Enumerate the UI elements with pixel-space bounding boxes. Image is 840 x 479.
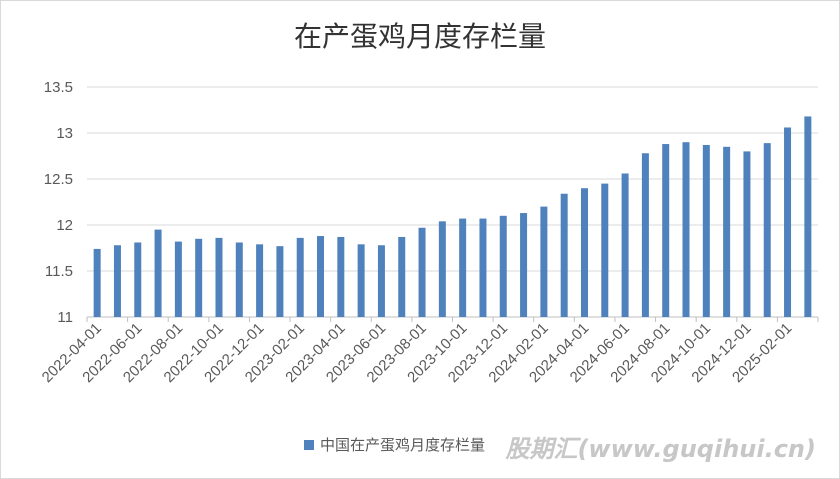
bar [499,215,507,317]
bar [317,236,325,317]
bar [641,153,649,317]
bar [337,236,345,317]
bar [682,142,690,317]
bar [377,245,385,317]
bar [743,151,751,317]
bar [662,144,670,317]
bar [580,188,588,317]
chart-title: 在产蛋鸡月度存栏量 [294,20,546,53]
bar [418,227,426,317]
bar [763,143,771,317]
y-tick-label: 13 [56,125,73,142]
bar [235,242,243,317]
bar [134,242,142,317]
y-tick-label: 12.5 [44,171,73,188]
bar [256,244,264,317]
bar [438,221,446,317]
bar [296,237,304,317]
bar [479,218,487,317]
bars [93,116,812,317]
bar [215,237,223,317]
bar [459,218,467,317]
watermark-text: 股期汇(www.guqihui.cn) [504,435,816,463]
y-tick-label: 11.5 [45,263,73,280]
bar [804,116,812,317]
y-axis: 11 11.5 12 12.5 13 13.5 [44,79,73,326]
bar [540,206,548,317]
legend-swatch [304,440,314,450]
bar [520,213,528,317]
y-tick-label: 13.5 [44,79,73,96]
bar [621,173,629,317]
legend: 中国在产蛋鸡月度存栏量 [304,436,485,454]
x-axis: 2022-04-012022-06-012022-08-012022-10-01… [39,317,819,386]
bar [195,238,203,317]
y-tick-label: 11 [57,309,73,326]
bar [93,248,101,317]
bar [357,244,365,317]
bar [154,229,162,317]
bar [398,236,406,317]
y-tick-label: 12 [56,217,73,234]
bar [276,246,284,317]
bar [113,245,121,317]
bar [560,193,568,317]
bar [723,146,731,317]
bar [784,127,792,317]
bar [601,183,609,317]
legend-label: 中国在产蛋鸡月度存栏量 [320,436,485,454]
bar [702,144,710,317]
bar [174,241,182,317]
